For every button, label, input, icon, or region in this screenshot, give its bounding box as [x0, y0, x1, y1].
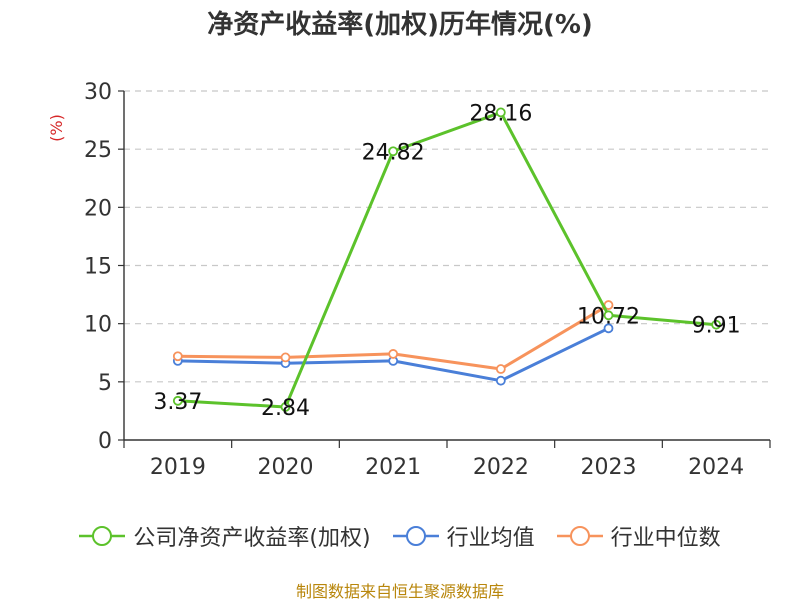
y-tick-label: 20	[84, 196, 112, 221]
data-point[interactable]	[603, 323, 614, 334]
series-layer	[172, 107, 722, 412]
y-tick-label: 5	[98, 371, 112, 396]
legend-item[interactable]: 行业均值	[392, 520, 535, 552]
legend-item[interactable]: 行业中位数	[556, 520, 721, 552]
data-point[interactable]	[603, 310, 614, 321]
x-tick-label: 2020	[258, 455, 314, 480]
data-point[interactable]	[495, 364, 506, 374]
x-tick-label: 2023	[581, 455, 637, 480]
source-note: 制图数据来自恒生聚源数据库	[295, 582, 504, 601]
x-tick-label: 2019	[150, 455, 206, 480]
y-axis-label: (%)	[47, 114, 66, 142]
chart-title: 净资产收益率(加权)历年情况(%)	[207, 10, 593, 40]
data-point[interactable]	[495, 107, 506, 118]
y-tick-label: 15	[84, 255, 112, 280]
y-tick-label: 30	[84, 80, 112, 105]
data-point[interactable]	[495, 375, 506, 386]
data-point[interactable]	[280, 402, 291, 412]
data-point[interactable]	[388, 349, 399, 359]
legend: 公司净资产收益率(加权) 行业均值 行业中位数	[0, 520, 800, 552]
data-point[interactable]	[280, 352, 291, 363]
y-tick-label: 0	[98, 429, 112, 454]
data-label: 10.72	[577, 304, 640, 329]
data-point[interactable]	[172, 351, 183, 362]
data-label: 9.91	[692, 314, 741, 339]
data-point[interactable]	[172, 395, 183, 406]
y-tick-label: 10	[84, 313, 112, 338]
data-label-layer: 3.37 2.84 24.82 28.16 10.72 9.91	[153, 101, 740, 421]
data-label: 3.37	[153, 390, 202, 415]
data-label: 24.82	[362, 140, 425, 165]
legend-label: 行业均值	[446, 526, 535, 551]
y-tick-label: 25	[84, 138, 112, 163]
legend-label: 行业中位数	[610, 526, 721, 551]
legend-swatch	[79, 526, 126, 546]
x-tick-label: 2022	[473, 455, 529, 480]
legend-item[interactable]: 公司净资产收益率(加权)	[79, 520, 371, 552]
x-tick-label: 2024	[688, 455, 744, 480]
series-line	[177, 110, 717, 409]
data-point[interactable]	[711, 319, 722, 330]
grid-layer	[124, 90, 770, 383]
axis-layer: 0 5 10 15 20 25 30 2019 2020 2021 2022 2023 2024	[84, 80, 771, 480]
x-tick-label: 2021	[365, 455, 421, 480]
legend-label: 公司净资产收益率(加权)	[133, 526, 371, 551]
data-point[interactable]	[388, 146, 399, 157]
data-label: 2.84	[261, 396, 310, 421]
legend-swatch	[556, 526, 603, 546]
legend-swatch	[392, 526, 439, 546]
data-label: 28.16	[469, 101, 532, 126]
